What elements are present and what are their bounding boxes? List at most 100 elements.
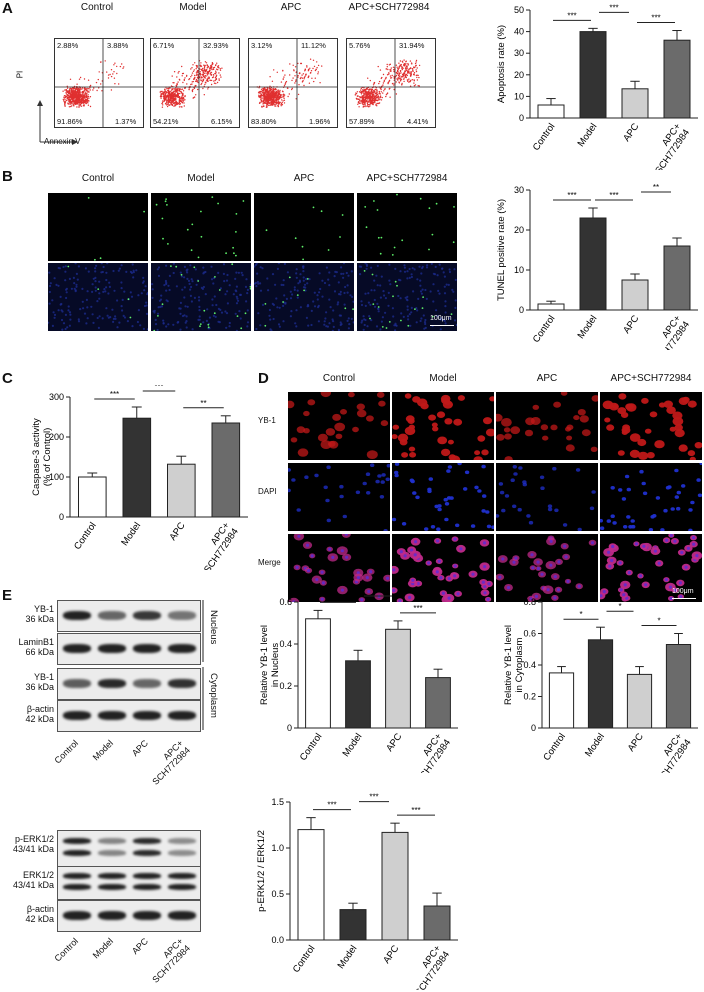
- chart-y-tick-label: 40: [514, 27, 524, 37]
- tunel-merge-image: [254, 263, 354, 331]
- chart-bar: [211, 422, 241, 518]
- tunel-scale-bar: 100μm: [430, 315, 452, 322]
- if-yb1-image: [600, 392, 702, 460]
- blot-band: [168, 883, 196, 890]
- if-scale-line: [672, 598, 696, 599]
- chart-y-tick-label: 0: [519, 305, 524, 315]
- chart-bar: [78, 476, 107, 518]
- chart-category-label: APC: [384, 731, 404, 753]
- blot-protein-name: β-actin: [26, 704, 54, 714]
- chart-bar: [345, 660, 371, 729]
- if-merge-image: [288, 534, 390, 602]
- chart-bar: [423, 905, 451, 941]
- cytoplasm-label: Cytoplasm: [208, 673, 219, 718]
- flow-scatter-dots: [249, 39, 337, 127]
- chart-bar: [621, 88, 649, 119]
- blot-band: [98, 883, 126, 890]
- blot-lane-label: APC+ SCH772984: [143, 738, 192, 787]
- chart-significance-label: *: [376, 588, 379, 596]
- chart-y-tick-label: 0: [287, 723, 292, 733]
- chart-bar: [626, 673, 653, 729]
- chart-category-label: APC: [381, 943, 401, 965]
- blot-protein-name: YB-1: [33, 604, 54, 614]
- chart-category-label: APC+SCH772984: [194, 520, 242, 570]
- chart-bar: [663, 245, 691, 311]
- blot-band: [98, 610, 126, 620]
- flow-quadrant-ll: 91.86%: [57, 117, 83, 126]
- blot-kda: 43/41 kDa: [12, 844, 54, 854]
- chart-y-tick-label: 0.5: [271, 889, 284, 899]
- chart-significance-label: **: [653, 183, 659, 192]
- chart-category-label: Control: [298, 731, 325, 762]
- chart-bar: [537, 104, 565, 119]
- if-row-label: Merge: [258, 558, 281, 567]
- flow-plot-title: APC: [280, 2, 302, 13]
- panel-label-b: B: [2, 168, 13, 185]
- chart-significance-label: *: [579, 610, 582, 619]
- chart-bar: [385, 628, 411, 729]
- blot-top-label: YB-1 36 kDa: [0, 604, 54, 624]
- blot-band: [168, 872, 196, 879]
- flow-scatter-plot: 2.88% 3.88% 91.86% 1.37%: [54, 38, 144, 128]
- chart-category-label: Control: [541, 731, 568, 762]
- if-yb1-image: [496, 392, 598, 460]
- chart-y-tick-label: 300: [49, 392, 64, 402]
- chart-yb1-cytoplasm: 0 0.2 0.4 0.6 0.8 Relative YB-1 levelin Cytop…: [503, 597, 698, 773]
- chart-category-label: Control: [291, 943, 318, 974]
- chart-bar: [305, 618, 331, 729]
- if-column-title: Control: [322, 373, 356, 384]
- blot-top-label: YB-1 36 kDa: [0, 672, 54, 692]
- flow-quadrant-ll: 54.21%: [153, 117, 179, 126]
- chart-category-label: Model: [336, 943, 360, 971]
- chart-category-label: APC+SCH772984: [646, 731, 694, 773]
- blot-band: [63, 678, 91, 688]
- chart-bar: [425, 677, 451, 729]
- chart-y-tick-label: 1.0: [271, 843, 284, 853]
- chart-y-tick-label: 0.4: [523, 660, 536, 670]
- chart-bar: [579, 217, 607, 311]
- chart-bar: [381, 831, 409, 941]
- tunel-column-title: Control: [81, 173, 115, 184]
- blot-lane-label: APC+ SCH772984: [143, 936, 192, 985]
- if-column-title: Model: [429, 373, 457, 384]
- tunel-scale-line: [430, 325, 454, 326]
- chart-significance-label: ***: [567, 11, 576, 20]
- if-dapi-image: [600, 463, 702, 531]
- chart-y-tick-label: 0.6: [279, 597, 292, 607]
- chart-significance-label: ***: [567, 191, 576, 200]
- chart-category-label: APC+SCH772984: [405, 943, 453, 990]
- blot-band: [133, 850, 161, 857]
- chart-bar: [663, 39, 691, 119]
- if-row-label: YB-1: [258, 416, 276, 425]
- chart-y-tick-label: 10: [514, 265, 524, 275]
- blot-protein-name: YB-1: [33, 672, 54, 682]
- chart-category-label: APC: [626, 731, 646, 753]
- chart-y-tick-label: 0.6: [523, 629, 536, 639]
- blot-band: [133, 883, 161, 890]
- chart-category-label: APC+SCH772984: [645, 313, 693, 350]
- chart-y-tick-label: 10: [514, 91, 524, 101]
- tunel-merge-image: [151, 263, 251, 331]
- chart-category-label: Model: [341, 731, 365, 759]
- blot-kda: 42 kDa: [25, 914, 54, 924]
- chart-caspase-3: 0 100 200 300 Caspase-3 activity(% of Contro…: [31, 385, 248, 570]
- chart-y-tick-label: 0.2: [523, 692, 536, 702]
- flow-scatter-plot: 5.76% 31.94% 57.89% 4.41%: [346, 38, 436, 128]
- if-dapi-image: [392, 463, 494, 531]
- chart-bar: [167, 463, 196, 518]
- blot-band: [98, 643, 126, 653]
- flow-y-axis-label: PI: [15, 70, 25, 79]
- chart-category-label: APC+SCH772984: [406, 731, 454, 773]
- blot-kda: 42 kDa: [25, 714, 54, 724]
- blot-band: [133, 678, 161, 688]
- chart-y-tick-label: 0.8: [523, 597, 536, 607]
- flow-scatter-dots: [55, 39, 143, 127]
- blot-band: [133, 610, 161, 620]
- if-dapi-image: [496, 463, 598, 531]
- tunel-green-image: [48, 193, 148, 261]
- chart-y-axis-label: Apoptosis rate (%): [496, 25, 507, 103]
- blot-bottom-blot-strip: [57, 830, 201, 868]
- if-yb1-image: [392, 392, 494, 460]
- chart-category-label: APC: [167, 520, 187, 542]
- flow-scatter-dots: [347, 39, 435, 127]
